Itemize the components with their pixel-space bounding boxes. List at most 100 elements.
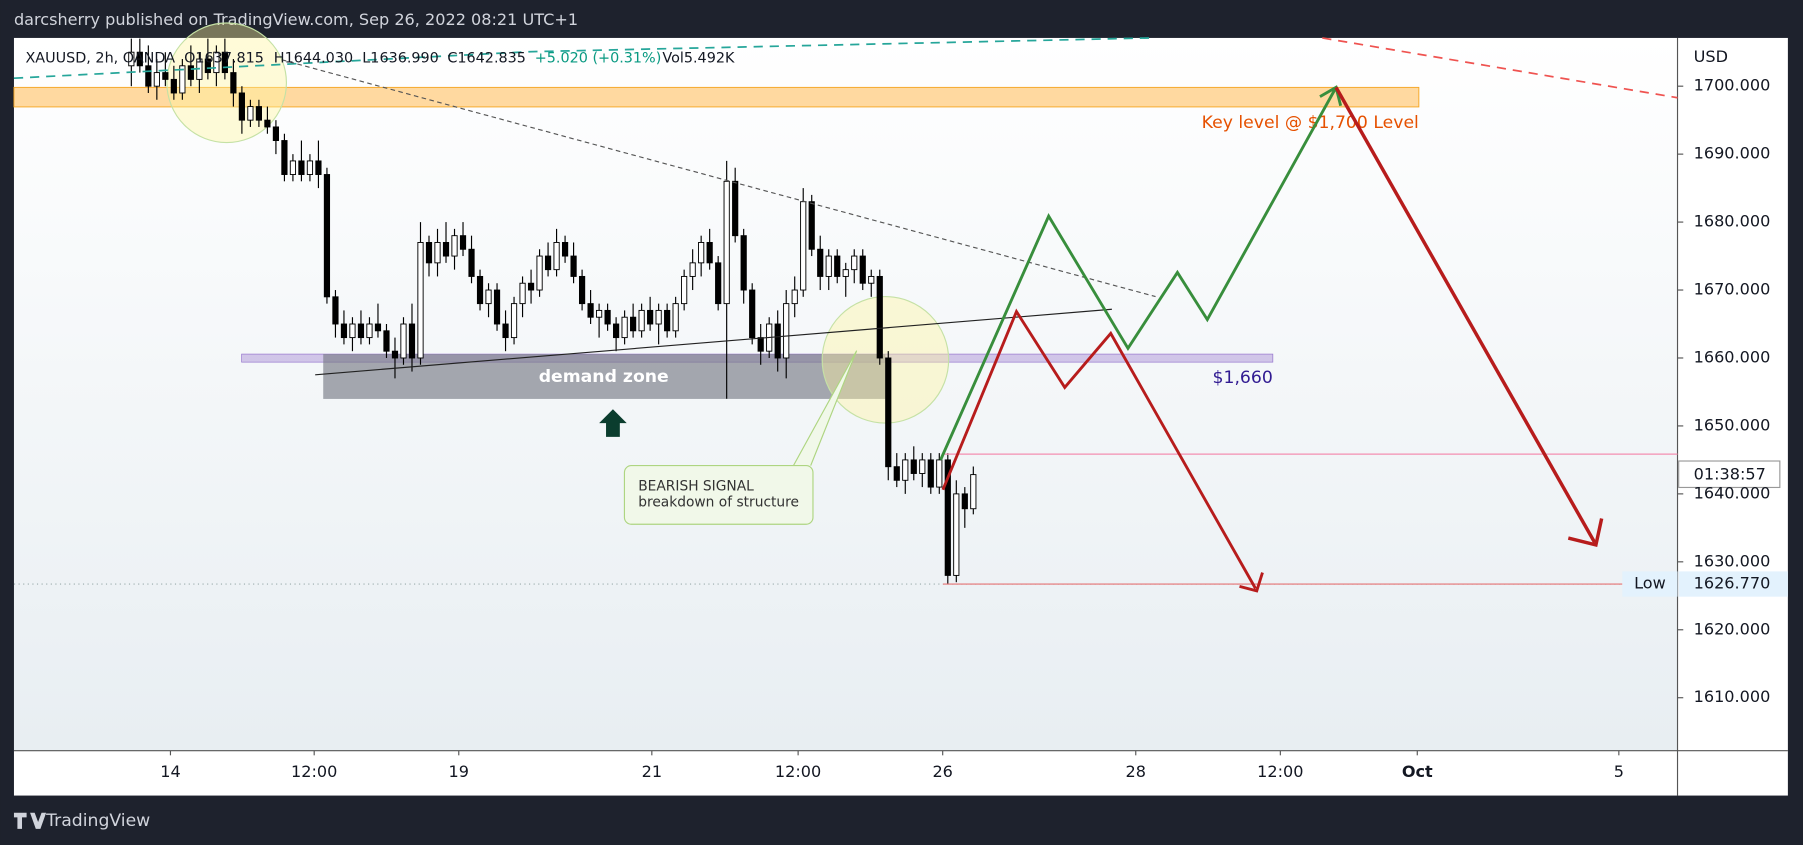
candle-body: [204, 58, 211, 74]
candle-body: [408, 323, 416, 359]
x-tick-label: 28: [1126, 762, 1146, 781]
y-tick-label: 1610.000: [1694, 687, 1771, 706]
low-price-label: 1626.770: [1694, 573, 1771, 592]
candle-body: [145, 65, 152, 87]
key-level-zone: [13, 86, 1420, 108]
candle-body: [587, 303, 594, 318]
candle-body: [698, 242, 705, 264]
candle-body: [281, 140, 288, 175]
candle-body: [876, 275, 883, 359]
annotation: breakdown of structure: [638, 494, 799, 510]
candle-body: [613, 323, 620, 339]
x-tick-label: 14: [160, 762, 180, 781]
x-tick-label: 21: [642, 762, 662, 781]
countdown-tag: [1678, 460, 1781, 489]
candle-body: [570, 255, 577, 277]
candle-body: [272, 126, 280, 142]
legend-low: L1636.990: [362, 51, 439, 67]
y-tick-label: 1700.000: [1694, 76, 1771, 95]
candle-body: [544, 255, 552, 271]
candle-body: [162, 72, 169, 80]
candle-body: [383, 330, 390, 352]
candle-body: [323, 174, 331, 298]
candle-body: [298, 160, 305, 175]
candle-body: [927, 459, 934, 488]
candle-body: [255, 106, 263, 121]
price-axis: [1677, 37, 1788, 751]
candle-body: [621, 316, 628, 339]
candle-body: [400, 323, 407, 359]
trend-line: [281, 59, 1156, 298]
annotation: $1,660: [1213, 368, 1273, 388]
candle-body: [774, 323, 781, 359]
candle-body: [221, 51, 228, 74]
annotation: Key level @ $1,700 Level: [1202, 113, 1419, 133]
y-axis-label: USD: [1694, 47, 1728, 66]
candle-body: [374, 323, 382, 332]
candle-body: [425, 242, 433, 264]
candle-body: [936, 459, 943, 488]
arrow-head: [1567, 518, 1604, 548]
candle-body: [715, 262, 722, 305]
y-tick-label: 1620.000: [1694, 619, 1771, 638]
candle-body: [230, 72, 237, 94]
candle-body: [136, 51, 143, 67]
candle-body: [332, 296, 339, 325]
candle-body: [264, 119, 271, 128]
candle-body: [417, 242, 424, 359]
candle-body: [170, 78, 177, 94]
low-price-tag: [1678, 571, 1788, 597]
overlays: Key level @ $1,700 Level $1,660 demand z…: [13, 37, 1788, 597]
candle-body: [902, 459, 909, 481]
legend-symbol: XAUUSD, 2h, OANDA: [25, 51, 175, 67]
y-tick-label: 1640.000: [1694, 483, 1771, 502]
trend-line: [13, 37, 1150, 80]
x-tick-label: 12:00: [1257, 762, 1303, 781]
candle-body: [910, 459, 917, 474]
candle-body: [349, 323, 356, 339]
candle-body: [655, 309, 662, 325]
x-tick-label: 19: [449, 762, 469, 781]
x-tick-label: Oct: [1402, 762, 1433, 781]
legend-open: O1637.815: [184, 51, 264, 67]
candle-body: [468, 248, 475, 277]
legend-close: C1642.835: [447, 51, 526, 67]
arrow-head: [1239, 572, 1264, 593]
y-tick-label: 1690.000: [1694, 144, 1771, 163]
candle-body: [825, 255, 832, 277]
low-tag: [1622, 571, 1678, 597]
candle-body: [961, 493, 968, 510]
low-tag-label: Low: [1634, 574, 1666, 593]
arrow-up: [599, 409, 627, 437]
candle-body: [596, 309, 603, 318]
candle-body: [647, 309, 654, 325]
legend-volume: Vol5.492K: [662, 51, 735, 67]
candle-body: [493, 289, 501, 325]
candle-body: [834, 255, 841, 277]
candle-body: [213, 51, 220, 74]
candle-body: [289, 160, 297, 175]
candle-body: [502, 323, 509, 339]
candle-body: [604, 309, 611, 325]
candle-body: [944, 459, 951, 576]
candle-body: [638, 309, 645, 332]
candle-body: [749, 289, 756, 339]
candle-body: [459, 235, 467, 250]
projection-path: [1334, 86, 1597, 544]
candle-body: [315, 160, 322, 175]
candle-body: [536, 255, 543, 291]
candle-body: [791, 289, 798, 305]
candle-body: [919, 459, 926, 474]
candle-body: [740, 235, 747, 291]
candle-body: [783, 303, 790, 359]
candle-body: [672, 303, 679, 332]
candle-body: [179, 65, 186, 94]
candle-body: [808, 201, 815, 250]
candle-body: [476, 275, 484, 305]
y-tick-label: 1670.000: [1694, 280, 1771, 299]
candle-body: [519, 282, 526, 305]
x-tick-label: 26: [932, 762, 952, 781]
candle-body: [451, 235, 458, 257]
candle-body: [366, 323, 373, 339]
candle-body: [340, 323, 348, 339]
